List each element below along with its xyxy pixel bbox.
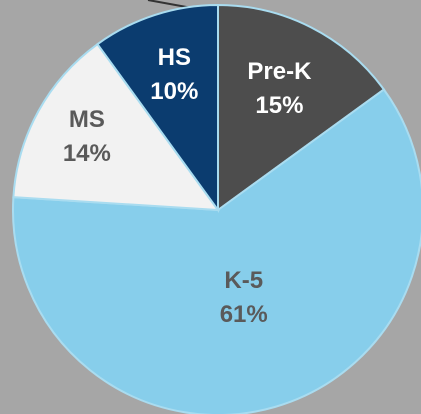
slice-category-label: HS bbox=[158, 44, 191, 71]
leader-line bbox=[147, 0, 193, 9]
pie-slice bbox=[12, 88, 421, 414]
slice-value-label: 14% bbox=[63, 140, 111, 167]
pie-slice bbox=[96, 3, 219, 214]
slice-value-label: 15% bbox=[255, 92, 303, 119]
pie-slice bbox=[217, 3, 386, 212]
slice-value-label: 61% bbox=[220, 301, 268, 328]
slice-category-label: MS bbox=[69, 106, 105, 133]
slice-category-label: K-5 bbox=[224, 267, 263, 294]
slice-category-label: Pre-K bbox=[247, 58, 312, 85]
pie-slice bbox=[12, 42, 221, 212]
slice-value-label: 10% bbox=[150, 78, 198, 105]
